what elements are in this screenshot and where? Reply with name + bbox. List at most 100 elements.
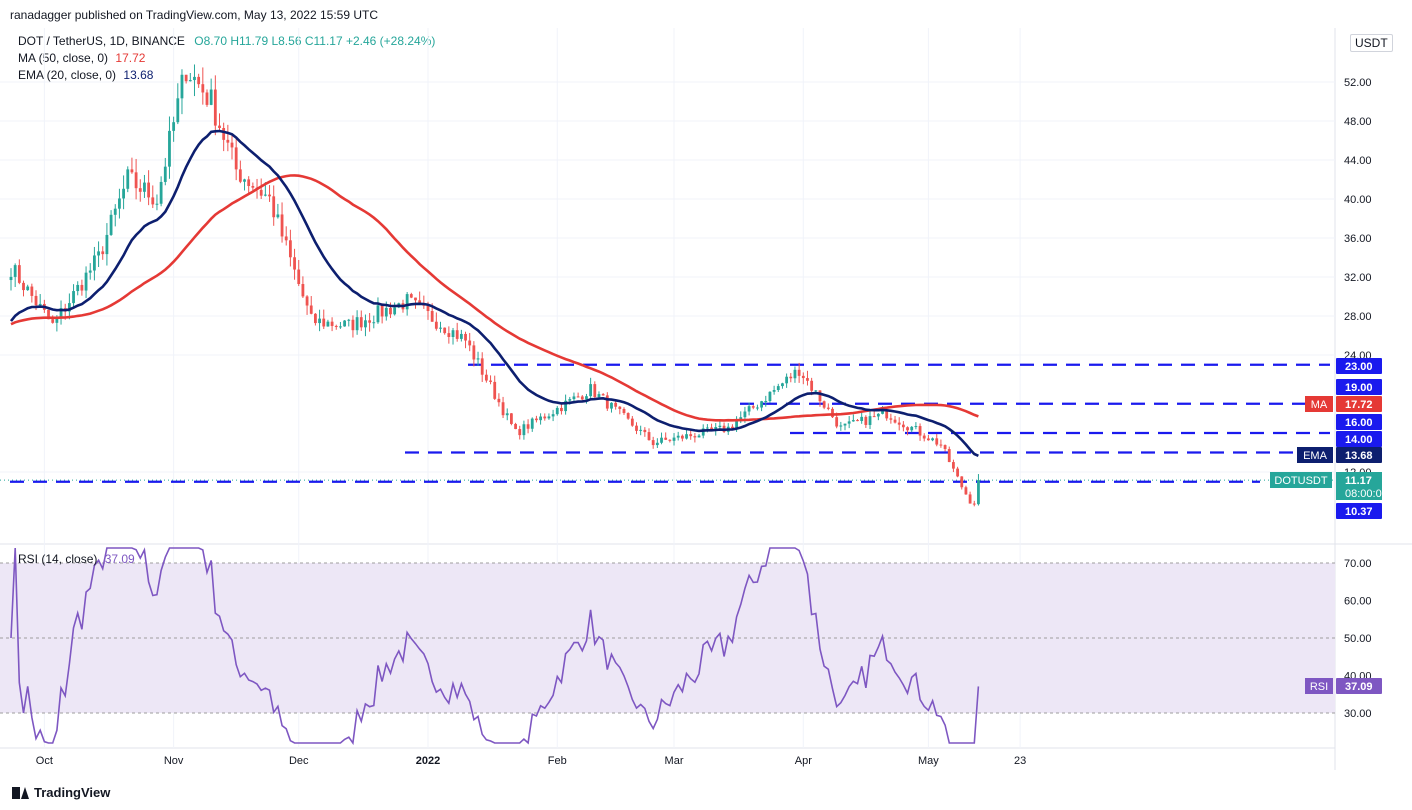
candle-body[interactable] <box>88 270 92 273</box>
candle-body[interactable] <box>893 419 897 423</box>
candle-body[interactable] <box>927 438 930 441</box>
candle-body[interactable] <box>651 440 655 446</box>
candle-body[interactable] <box>764 400 768 402</box>
candle-body[interactable] <box>747 406 751 412</box>
candle-body[interactable] <box>789 376 793 379</box>
candle-body[interactable] <box>655 442 659 446</box>
candle-body[interactable] <box>626 413 630 419</box>
candle-body[interactable] <box>731 426 734 429</box>
candle-body[interactable] <box>268 194 271 197</box>
candle-body[interactable] <box>226 139 230 143</box>
candle-body[interactable] <box>359 317 363 328</box>
candle-body[interactable] <box>30 286 34 296</box>
currency-unit-selector[interactable]: USDT <box>1350 34 1393 52</box>
candle-body[interactable] <box>760 401 763 408</box>
candle-body[interactable] <box>222 128 226 140</box>
candle-body[interactable] <box>38 303 42 306</box>
candle-body[interactable] <box>393 307 397 315</box>
candle-body[interactable] <box>384 307 388 317</box>
candle-body[interactable] <box>555 407 559 415</box>
tradingview-logo[interactable]: TradingView <box>12 785 110 800</box>
candle-body[interactable] <box>826 407 830 409</box>
candle-body[interactable] <box>701 428 705 436</box>
candle-body[interactable] <box>647 432 651 441</box>
candle-body[interactable] <box>814 390 818 392</box>
candle-body[interactable] <box>259 189 263 196</box>
candle-body[interactable] <box>76 284 80 292</box>
candle-body[interactable] <box>376 305 380 323</box>
candle-body[interactable] <box>497 398 501 403</box>
candle-body[interactable] <box>59 308 63 318</box>
candle-body[interactable] <box>931 438 934 441</box>
candle-body[interactable] <box>968 494 972 504</box>
candle-body[interactable] <box>380 305 384 317</box>
candle-body[interactable] <box>34 295 38 306</box>
candle-body[interactable] <box>510 413 513 424</box>
candle-body[interactable] <box>943 445 947 450</box>
candle-body[interactable] <box>743 411 747 418</box>
candle-body[interactable] <box>147 182 151 198</box>
candle-body[interactable] <box>480 358 484 375</box>
candle-body[interactable] <box>443 327 447 334</box>
candle-body[interactable] <box>288 240 292 258</box>
candle-body[interactable] <box>551 414 555 417</box>
candle-body[interactable] <box>947 449 951 463</box>
candle-body[interactable] <box>364 320 367 328</box>
candle-body[interactable] <box>914 426 918 428</box>
candle-body[interactable] <box>351 319 355 331</box>
candle-body[interactable] <box>55 317 59 323</box>
candle-body[interactable] <box>263 194 267 196</box>
candle-body[interactable] <box>643 429 647 433</box>
candle-body[interactable] <box>514 423 517 430</box>
candle-body[interactable] <box>347 319 351 321</box>
candle-body[interactable] <box>935 438 939 445</box>
candle-body[interactable] <box>113 208 117 215</box>
candle-body[interactable] <box>209 89 213 105</box>
candle-body[interactable] <box>330 321 334 326</box>
candle-body[interactable] <box>635 425 638 431</box>
candle-body[interactable] <box>664 437 668 440</box>
candle-body[interactable] <box>247 179 251 187</box>
candle-body[interactable] <box>614 402 618 407</box>
candle-body[interactable] <box>205 92 209 105</box>
candle-body[interactable] <box>343 320 346 327</box>
candle-body[interactable] <box>501 402 505 416</box>
candle-body[interactable] <box>589 384 593 397</box>
candle-body[interactable] <box>130 169 134 173</box>
candle-body[interactable] <box>9 276 13 281</box>
candle-body[interactable] <box>751 406 755 408</box>
candle-body[interactable] <box>576 396 580 398</box>
candle-body[interactable] <box>897 422 901 425</box>
candle-body[interactable] <box>639 429 643 431</box>
candle-body[interactable] <box>977 480 980 505</box>
candle-body[interactable] <box>109 214 113 235</box>
candle-body[interactable] <box>860 416 864 422</box>
candle-body[interactable] <box>51 319 55 323</box>
candle-body[interactable] <box>426 305 430 312</box>
candle-body[interactable] <box>318 318 321 324</box>
candle-body[interactable] <box>251 186 255 188</box>
candle-body[interactable] <box>464 333 467 341</box>
candle-body[interactable] <box>964 487 968 495</box>
candle-body[interactable] <box>518 429 522 436</box>
candle-body[interactable] <box>84 272 88 291</box>
candle-body[interactable] <box>314 313 317 324</box>
candle-body[interactable] <box>188 80 192 82</box>
candle-body[interactable] <box>806 378 809 381</box>
candle-body[interactable] <box>430 311 434 322</box>
candle-body[interactable] <box>735 421 738 429</box>
candle-body[interactable] <box>822 401 826 408</box>
candle-body[interactable] <box>710 427 713 431</box>
candle-body[interactable] <box>455 330 459 339</box>
candle-body[interactable] <box>230 142 234 148</box>
ema-legend[interactable]: EMA (20, close, 0) 13.68 <box>18 68 153 82</box>
candle-body[interactable] <box>97 251 100 256</box>
candle-body[interactable] <box>163 166 167 182</box>
candle-body[interactable] <box>434 321 438 329</box>
candle-body[interactable] <box>414 297 417 301</box>
candle-body[interactable] <box>459 333 463 339</box>
candle-body[interactable] <box>334 325 338 327</box>
candle-body[interactable] <box>13 265 17 277</box>
candle-body[interactable] <box>468 340 472 346</box>
